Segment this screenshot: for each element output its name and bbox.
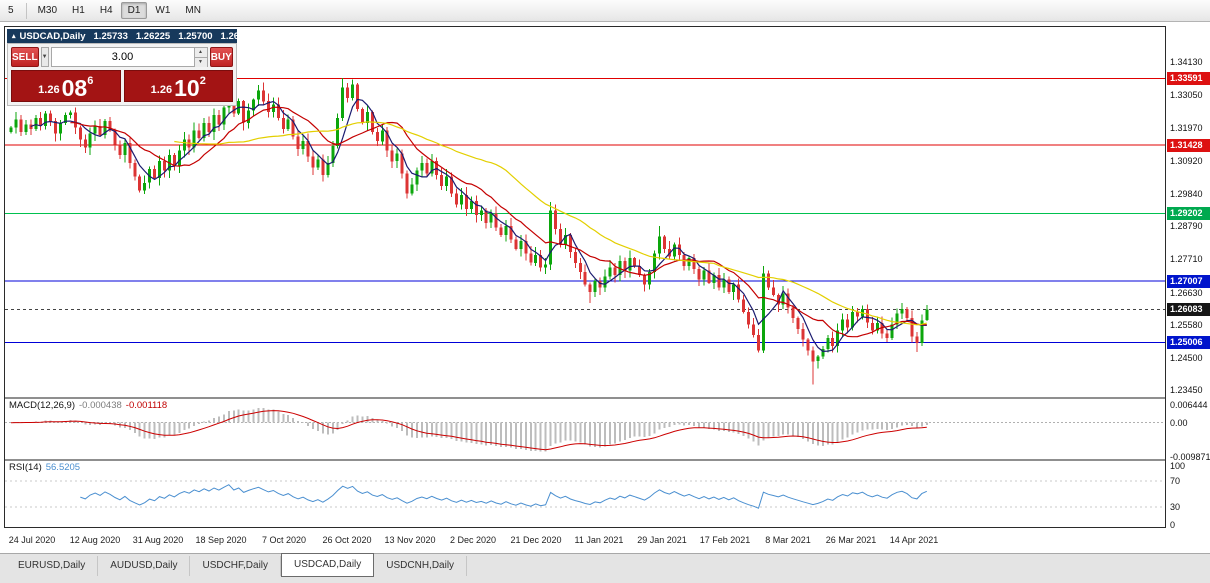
price-scale-label: 1.28790 [1170,221,1203,232]
rsi-pane[interactable]: RSI(14) 56.5205 [5,461,1165,527]
price-level-badge: 1.26083 [1167,302,1210,316]
bar-close-value: 1.26083 [220,30,255,42]
rsi-axis-label: 30 [1170,502,1181,513]
date-axis-label: 31 Aug 2020 [132,535,184,545]
toolbar-separator [25,2,27,19]
ask-price-display[interactable]: 1.26 10 2 [123,70,233,102]
price-level-badge: 1.29202 [1167,207,1210,220]
price-level-badge: 1.31428 [1167,138,1210,152]
timeframe-toolbar: 5 M30 H1 H4 D1 W1 MN [0,0,1210,22]
price-level-badge: 1.27007 [1167,274,1210,288]
date-axis-label: 11 Jan 2021 [574,535,624,545]
pane-splitter[interactable] [5,397,1165,399]
bid-pips: 08 [61,75,88,101]
ask-pipette: 2 [199,75,206,87]
volume-input[interactable] [51,48,194,66]
bid-pipette: 6 [87,75,94,87]
macd-axis-label: 0.00 [1170,417,1188,428]
time-scale[interactable]: 24 Jul 2020 12 Aug 2020 31 Aug 2020 18 Sep … [4,531,1166,549]
price-scale-label: 1.31970 [1170,123,1203,134]
date-axis-label: 26 Oct 2020 [322,535,372,545]
volume-field: ▲ ▼ [50,47,208,67]
price-level-badge: 1.33591 [1167,71,1210,85]
price-scale-label: 1.29840 [1170,188,1203,199]
chart-tabs-bar: EURUSD,Daily AUDUSD,Daily USDCHF,Daily USDC… [0,553,1210,577]
chart-region: ▴ USDCAD,Daily 1.25733 1.26225 1.25700 1… [0,22,1210,553]
macd-axis-label: 0.006444 [1170,400,1208,410]
price-scale-label: 1.23450 [1170,385,1203,396]
date-axis-label: 13 Nov 2020 [384,535,436,545]
buy-button[interactable]: BUY [209,47,233,67]
date-axis-label: 26 Mar 2021 [825,535,877,545]
rsi-axis-label: 70 [1170,475,1181,486]
date-axis-label: 18 Sep 2020 [195,535,247,545]
chart-title-bar: ▴ USDCAD,Daily 1.25733 1.26225 1.25700 1… [7,29,255,43]
status-strip [0,577,1210,583]
macd-label: MACD(12,26,9) -0.000438 -0.001118 [9,400,168,411]
price-scale-label: 1.25580 [1170,319,1203,330]
price-pane[interactable]: ▴ USDCAD,Daily 1.25733 1.26225 1.25700 1… [5,27,1165,397]
ask-pips: 10 [174,75,200,101]
volume-up-button[interactable]: ▲ [194,48,207,58]
rsi-axis-label: 0 [1170,520,1176,530]
rsi-axis-label: 100 [1170,461,1186,471]
price-scale-label: 1.26630 [1170,287,1203,298]
tab-eurusd-daily[interactable]: EURUSD,Daily [6,556,99,576]
date-axis-label: 14 Apr 2021 [889,535,939,545]
price-scale-label: 1.30920 [1170,155,1203,166]
sell-button[interactable]: SELL [11,47,39,67]
bar-low-value: 1.25700 [178,30,213,42]
date-axis-label: 2 Dec 2020 [449,535,497,545]
tab-usdcnh-daily[interactable]: USDCNH,Daily [374,556,468,576]
price-level-badge: 1.25006 [1167,336,1210,350]
price-scale-label: 1.24500 [1170,353,1203,364]
bid-price-display[interactable]: 1.26 08 6 [11,70,121,102]
pane-splitter[interactable] [5,459,1165,461]
date-axis-label: 21 Dec 2020 [510,535,562,545]
tab-audusd-daily[interactable]: AUDUSD,Daily [98,556,191,576]
date-axis-label: 29 Jan 2021 [637,535,687,545]
bid-big-figure: 1.26 [38,84,60,96]
timeframe-button-d1[interactable]: D1 [120,2,148,19]
timeframe-button-w1[interactable]: W1 [148,2,177,19]
tab-usdchf-daily[interactable]: USDCHF,Daily [190,556,282,576]
date-axis-label: 12 Aug 2020 [69,535,121,545]
volume-down-button[interactable]: ▼ [194,58,207,67]
timeframe-button-h1[interactable]: H1 [65,2,92,19]
tab-usdcad-daily[interactable]: USDCAD,Daily [281,553,375,577]
order-options-dropdown[interactable]: ▼ [40,47,49,67]
price-scale-label: 1.33050 [1170,90,1203,101]
macd-pane[interactable]: MACD(12,26,9) -0.000438 -0.001118 [5,399,1165,459]
ask-big-figure: 1.26 [150,84,173,96]
collapse-panel-icon[interactable]: ▴ [12,33,16,40]
timeframe-button-5[interactable]: 5 [1,2,21,19]
price-scale[interactable]: 1.34130 1.33050 1.31970 1.30920 1.29840 1.287… [1167,26,1210,530]
timeframe-button-h4[interactable]: H4 [93,2,120,19]
bar-high-value: 1.26225 [135,30,171,42]
timeframe-button-m30[interactable]: M30 [31,2,64,19]
bar-open-value: 1.25733 [93,30,128,42]
date-axis-label: 17 Feb 2021 [699,535,751,545]
volume-spinner: ▲ ▼ [193,48,207,67]
chart-symbol-label: USDCAD,Daily [19,30,86,42]
macd-axis-label: -0.009871 [1170,452,1210,462]
price-scale-label: 1.27710 [1170,254,1203,265]
chart-plot-frame: ▴ USDCAD,Daily 1.25733 1.26225 1.25700 1… [4,26,1166,528]
timeframe-button-mn[interactable]: MN [178,2,208,19]
date-axis-label: 8 Mar 2021 [765,535,811,545]
date-axis-label: 7 Oct 2020 [261,535,307,545]
one-click-trade-panel: SELL ▼ ▲ ▼ BUY 1.26 [7,43,237,106]
date-axis-label: 24 Jul 2020 [8,535,56,545]
rsi-label: RSI(14) 56.5205 [9,462,81,473]
price-scale-label: 1.34130 [1170,56,1203,67]
